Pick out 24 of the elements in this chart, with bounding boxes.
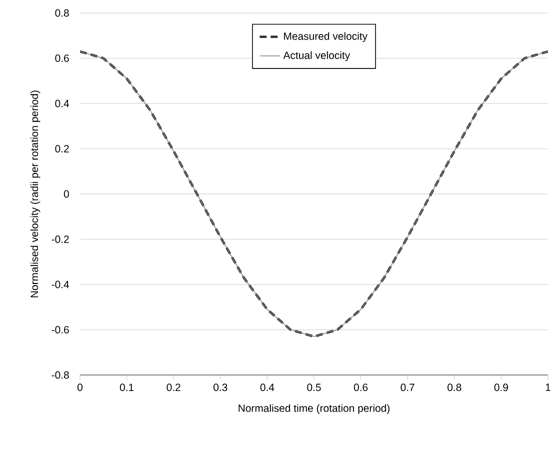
legend-label: Measured velocity — [284, 32, 368, 42]
y-tick-label: -0.2 — [52, 236, 69, 243]
x-tick-label: 0 — [78, 384, 82, 392]
x-tick-label: 0.2 — [166, 384, 180, 392]
y-tick-label: 0.8 — [55, 9, 69, 17]
x-tick-label: 0.4 — [260, 384, 274, 392]
y-tick-label: -0.6 — [52, 326, 69, 334]
x-tick-label: 0.1 — [120, 384, 134, 392]
x-tick-label: 0.6 — [354, 384, 368, 392]
x-tick-label: 0.5 — [307, 384, 321, 392]
y-tick-label: -0.8 — [52, 371, 69, 379]
y-axis-title: Normalised velocity (radii per rotation period) — [30, 90, 40, 298]
x-tick-label: 0.8 — [448, 384, 462, 392]
y-tick-label: 0.2 — [55, 145, 69, 152]
x-axis-title: Normalised time (rotation period) — [238, 404, 390, 414]
y-tick-label: -0.4 — [52, 280, 70, 288]
y-tick-label: 0 — [64, 190, 69, 198]
y-tick-label: 0.4 — [55, 100, 70, 108]
legend-label: Actual velocity — [283, 51, 350, 62]
x-tick-label: 0.9 — [494, 384, 508, 392]
y-tick-label: 0.6 — [55, 54, 69, 62]
x-tick-label: 0.3 — [214, 384, 228, 392]
x-tick-label: 1 — [546, 384, 550, 391]
x-tick-label: 0.7 — [400, 384, 414, 392]
